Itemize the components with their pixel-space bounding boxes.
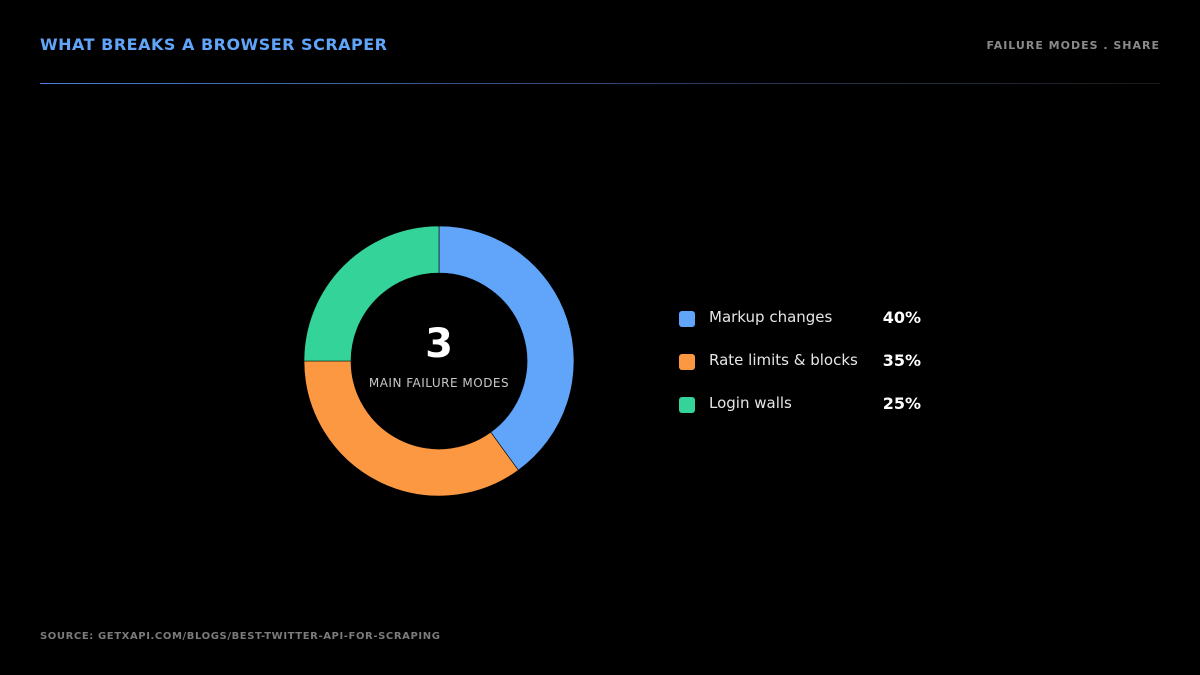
legend-item-login-walls: Login walls 25%	[679, 392, 939, 435]
donut-slice-markup-changes	[438, 226, 574, 471]
donut-slice-login-walls	[304, 226, 440, 362]
chart-legend: Markup changes 40% Rate limits & blocks 35%…	[679, 306, 939, 435]
legend-label: Login walls	[709, 394, 792, 412]
legend-item-markup-changes: Markup changes 40%	[679, 306, 939, 349]
center-caption: MAIN FAILURE MODES	[368, 376, 510, 390]
donut-slice-rate-limits-blocks	[304, 360, 519, 496]
donut-chart: 3 MAIN FAILURE MODES	[304, 226, 574, 496]
donut-svg	[304, 226, 574, 496]
header-tag: FAILURE MODES . SHARE	[986, 39, 1160, 52]
legend-item-rate-limits-blocks: Rate limits & blocks 35%	[679, 349, 939, 392]
legend-value: 35%	[882, 351, 921, 370]
source-note: SOURCE: GETXAPI.COM/BLOGS/BEST-TWITTER-A…	[40, 631, 441, 642]
page-title: WHAT BREAKS A BROWSER SCRAPER	[40, 35, 388, 54]
center-number: 3	[425, 321, 453, 367]
legend-label: Rate limits & blocks	[709, 351, 858, 369]
legend-value: 40%	[882, 308, 921, 327]
legend-swatch	[679, 311, 695, 327]
legend-label: Markup changes	[709, 308, 833, 326]
header-divider	[40, 83, 1160, 84]
legend-swatch	[679, 354, 695, 370]
legend-value: 25%	[882, 394, 921, 413]
legend-swatch	[679, 397, 695, 413]
